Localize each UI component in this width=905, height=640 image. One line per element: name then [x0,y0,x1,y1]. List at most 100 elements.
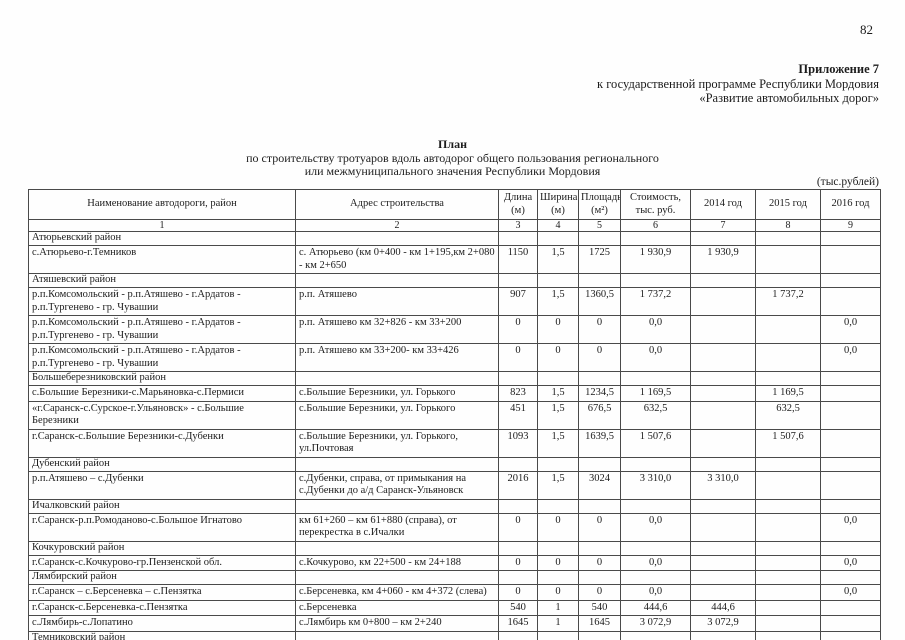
empty-cell [498,371,538,386]
value-cell: 632,5 [755,400,821,430]
column-header: Длина (м) [498,189,538,220]
column-number: 6 [620,219,691,232]
empty-cell [755,231,821,246]
value-cell [755,245,821,274]
value-cell: 0 [498,554,538,571]
value-cell [755,343,821,372]
empty-cell [498,570,538,585]
value-cell: 3 072,9 [690,615,756,632]
empty-cell [620,273,691,288]
section-row: Темниковский район [28,630,881,640]
value-cell [690,584,756,601]
empty-cell [620,456,691,472]
empty-cell [537,273,579,288]
value-cell: 1,5 [537,287,579,316]
units-note: (тыс.рублей) [816,176,879,188]
road-name: г.Саранск-с.Большие Березники-с.Дубенки [28,428,296,458]
empty-cell [498,630,538,640]
value-cell [820,400,881,430]
document-title: План по строительству тротуаров вдоль ав… [0,137,905,179]
empty-cell [755,570,821,585]
value-cell: 3 310,0 [690,470,756,500]
column-number: 5 [578,219,621,232]
empty-cell [755,540,821,556]
table-row: г.Саранск-с.Берсеневка-с.Пензятка с.Берсе… [28,599,881,616]
empty-cell [537,456,579,472]
value-cell [690,315,756,344]
section-name: Атяшевский район [28,273,296,288]
construction-address: с.Дубенки, справа, от примыкания на с.Ду… [295,470,499,500]
value-cell: 0,0 [820,554,881,571]
value-cell: 1234,5 [578,385,621,402]
value-cell: 1093 [498,428,538,458]
empty-cell [690,570,756,585]
empty-cell [537,231,579,246]
construction-address: р.п. Атяшево км 32+826 - км 33+200 [295,315,499,344]
value-cell [820,385,881,402]
section-row: Большеберезниковский район [28,371,881,386]
value-cell: 0,0 [820,343,881,372]
section-row: Кочкуровский район [28,540,881,556]
value-cell: 1725 [578,245,621,274]
empty-cell [620,540,691,556]
value-cell: 451 [498,400,538,430]
value-cell [755,554,821,571]
value-cell: 0 [498,512,538,542]
value-cell: 1,5 [537,245,579,274]
road-name: с.Лямбирь-с.Лопатино [28,615,296,632]
value-cell [755,615,821,632]
section-name: Ичалковский район [28,498,296,514]
table-row: г.Саранск-с.Большие Березники-с.Дубенки с… [28,428,881,458]
value-cell: 1 930,9 [690,245,756,274]
section-name: Большеберезниковский район [28,371,296,386]
value-cell: 823 [498,385,538,402]
value-cell: 1645 [498,615,538,632]
value-cell: 444,6 [620,599,691,616]
value-cell: 1 [537,599,579,616]
empty-cell [498,456,538,472]
value-cell: 0,0 [620,315,691,344]
value-cell: 0,0 [820,584,881,601]
empty-cell [498,231,538,246]
empty-cell [295,456,499,472]
section-row: Ичалковский район [28,498,881,514]
value-cell: 1 507,6 [620,428,691,458]
value-cell: 0,0 [620,512,691,542]
value-cell: 1,5 [537,428,579,458]
empty-cell [295,273,499,288]
column-header: 2016 год [820,189,881,220]
column-header: Площадь (м²) [578,189,621,220]
empty-cell [820,231,881,246]
road-name: «г.Саранск-с.Сурское-г.Ульяновск» - с.Бо… [28,400,296,430]
column-header: 2014 год [690,189,756,220]
empty-cell [755,456,821,472]
value-cell [820,428,881,458]
empty-cell [578,456,621,472]
empty-cell [820,570,881,585]
title-main: План [438,137,467,151]
value-cell [820,615,881,632]
empty-cell [620,630,691,640]
value-cell: 907 [498,287,538,316]
table-row: р.п.Комсомольский - р.п.Атяшево - г.Арда… [28,343,881,372]
road-name: г.Саранск-р.п.Ромоданово-с.Большое Игнат… [28,512,296,542]
value-cell [690,554,756,571]
empty-cell [690,498,756,514]
value-cell: 0,0 [820,315,881,344]
value-cell [690,343,756,372]
value-cell: 1 507,6 [755,428,821,458]
empty-cell [755,371,821,386]
empty-cell [295,231,499,246]
value-cell: 0,0 [620,584,691,601]
road-name: г.Саранск-с.Кочкурово-гр.Пензенской обл. [28,554,296,571]
construction-address: с.Большие Березники, ул. Горького [295,400,499,430]
empty-cell [498,540,538,556]
value-cell [690,287,756,316]
empty-cell [820,540,881,556]
value-cell: 1 169,5 [620,385,691,402]
empty-cell [578,570,621,585]
construction-address: с.Берсеневка [295,599,499,616]
road-name: р.п.Комсомольский - р.п.Атяшево - г.Арда… [28,315,296,344]
table-row: с.Лямбирь-с.Лопатино с.Лямбирь км 0+800 –… [28,615,881,632]
value-cell: 632,5 [620,400,691,430]
